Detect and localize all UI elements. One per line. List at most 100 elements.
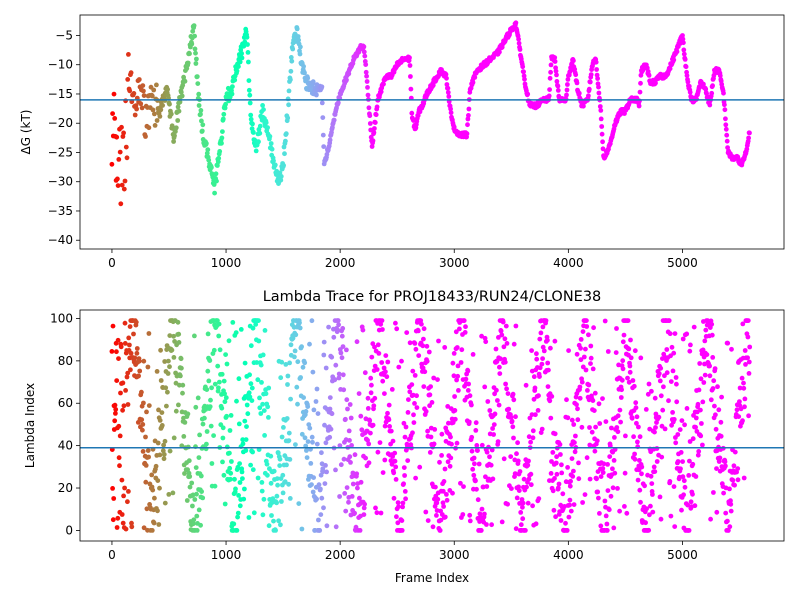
lambda-point <box>688 499 694 505</box>
lambda-point <box>246 515 252 520</box>
lambda-point <box>178 373 183 379</box>
lambda-point <box>549 394 555 399</box>
lambda-point <box>396 504 401 510</box>
lambda-point <box>718 433 724 439</box>
delta-g-point <box>361 44 367 50</box>
lambda-point <box>402 473 407 478</box>
lambda-point <box>455 363 461 369</box>
lambda-point <box>530 435 536 441</box>
delta-g-point <box>175 104 181 110</box>
delta-g-point <box>522 76 527 82</box>
delta-g-point <box>134 106 140 112</box>
lambda-point <box>391 470 397 476</box>
lambda-point <box>254 360 260 365</box>
delta-g-point <box>219 140 224 146</box>
lambda-point <box>487 454 492 460</box>
lambda-point <box>277 463 283 468</box>
lambda-point <box>421 384 427 389</box>
lambda-point <box>407 389 413 395</box>
lambda-point <box>717 455 723 461</box>
delta-g-point <box>516 40 522 46</box>
lambda-point <box>395 520 401 526</box>
lambda-point <box>150 487 156 493</box>
lambda-point <box>682 484 688 490</box>
lambda-point <box>571 422 577 427</box>
lambda-point <box>371 403 377 409</box>
lambda-point <box>143 479 149 485</box>
lambda-point <box>431 375 437 381</box>
lambda-point <box>524 484 529 490</box>
delta-g-point <box>177 99 183 105</box>
lambda-point <box>473 420 479 426</box>
lambda-point <box>483 339 489 345</box>
lambda-point <box>340 326 346 331</box>
lambda-point <box>590 398 596 403</box>
lambda-point <box>625 318 631 323</box>
lambda-point <box>648 503 653 509</box>
delta-g-point <box>319 84 325 90</box>
lambda-point <box>250 325 256 331</box>
lambda-point <box>530 428 536 434</box>
lambda-point <box>186 458 192 464</box>
delta-g-point <box>199 118 204 124</box>
lambda-point <box>652 429 657 435</box>
lambda-point <box>391 495 397 501</box>
delta-g-point <box>571 58 576 64</box>
lambda-point <box>491 422 497 427</box>
lambda-point <box>310 489 316 495</box>
lambda-point <box>141 525 147 531</box>
lambda-point <box>513 323 519 329</box>
lambda-point <box>358 479 364 485</box>
y-tick-label: 60 <box>58 396 73 410</box>
lambda-point <box>442 514 448 520</box>
lambda-point <box>280 472 286 478</box>
delta-g-point <box>581 103 586 109</box>
delta-g-point <box>686 83 692 89</box>
lambda-point <box>235 510 241 516</box>
delta-g-point <box>250 121 255 127</box>
lambda-point <box>323 365 329 371</box>
delta-g-point <box>176 108 182 114</box>
lambda-point <box>181 434 187 439</box>
lambda-point <box>222 501 228 507</box>
delta-g-point <box>193 61 199 66</box>
lambda-point <box>379 318 385 323</box>
lambda-point <box>652 469 658 474</box>
lambda-point <box>581 354 587 360</box>
lambda-point <box>454 440 460 446</box>
lambda-point <box>122 341 128 346</box>
lambda-point <box>462 330 468 335</box>
lambda-point <box>396 364 402 370</box>
lambda-point <box>407 340 413 346</box>
lambda-point <box>226 338 232 344</box>
delta-g-point <box>223 101 229 107</box>
lambda-point <box>709 332 715 338</box>
delta-g-point <box>553 68 559 74</box>
lambda-point <box>376 351 382 356</box>
lambda-point <box>313 399 319 404</box>
lambda-point <box>260 512 266 518</box>
lambda-point <box>651 464 657 470</box>
lambda-point <box>382 457 388 463</box>
delta-g-point <box>446 94 452 99</box>
lambda-point <box>378 510 384 516</box>
lambda-point <box>182 420 188 425</box>
delta-g-point <box>200 122 206 128</box>
lambda-point <box>714 509 720 515</box>
lambda-point <box>324 523 330 529</box>
lambda-point <box>460 512 466 517</box>
lambda-point <box>708 397 714 403</box>
lambda-point <box>595 489 601 495</box>
lambda-x-ticks: 0 1000 2000 3000 4000 5000 <box>108 541 698 562</box>
lambda-point <box>634 420 639 426</box>
lambda-point <box>158 347 164 353</box>
lambda-point <box>112 418 118 424</box>
lambda-point <box>299 526 305 532</box>
lambda-point <box>340 344 346 349</box>
lambda-point <box>577 384 583 390</box>
lambda-point <box>182 471 187 476</box>
delta-g-point <box>257 130 263 136</box>
lambda-point <box>681 478 687 484</box>
delta-g-point <box>193 50 198 56</box>
